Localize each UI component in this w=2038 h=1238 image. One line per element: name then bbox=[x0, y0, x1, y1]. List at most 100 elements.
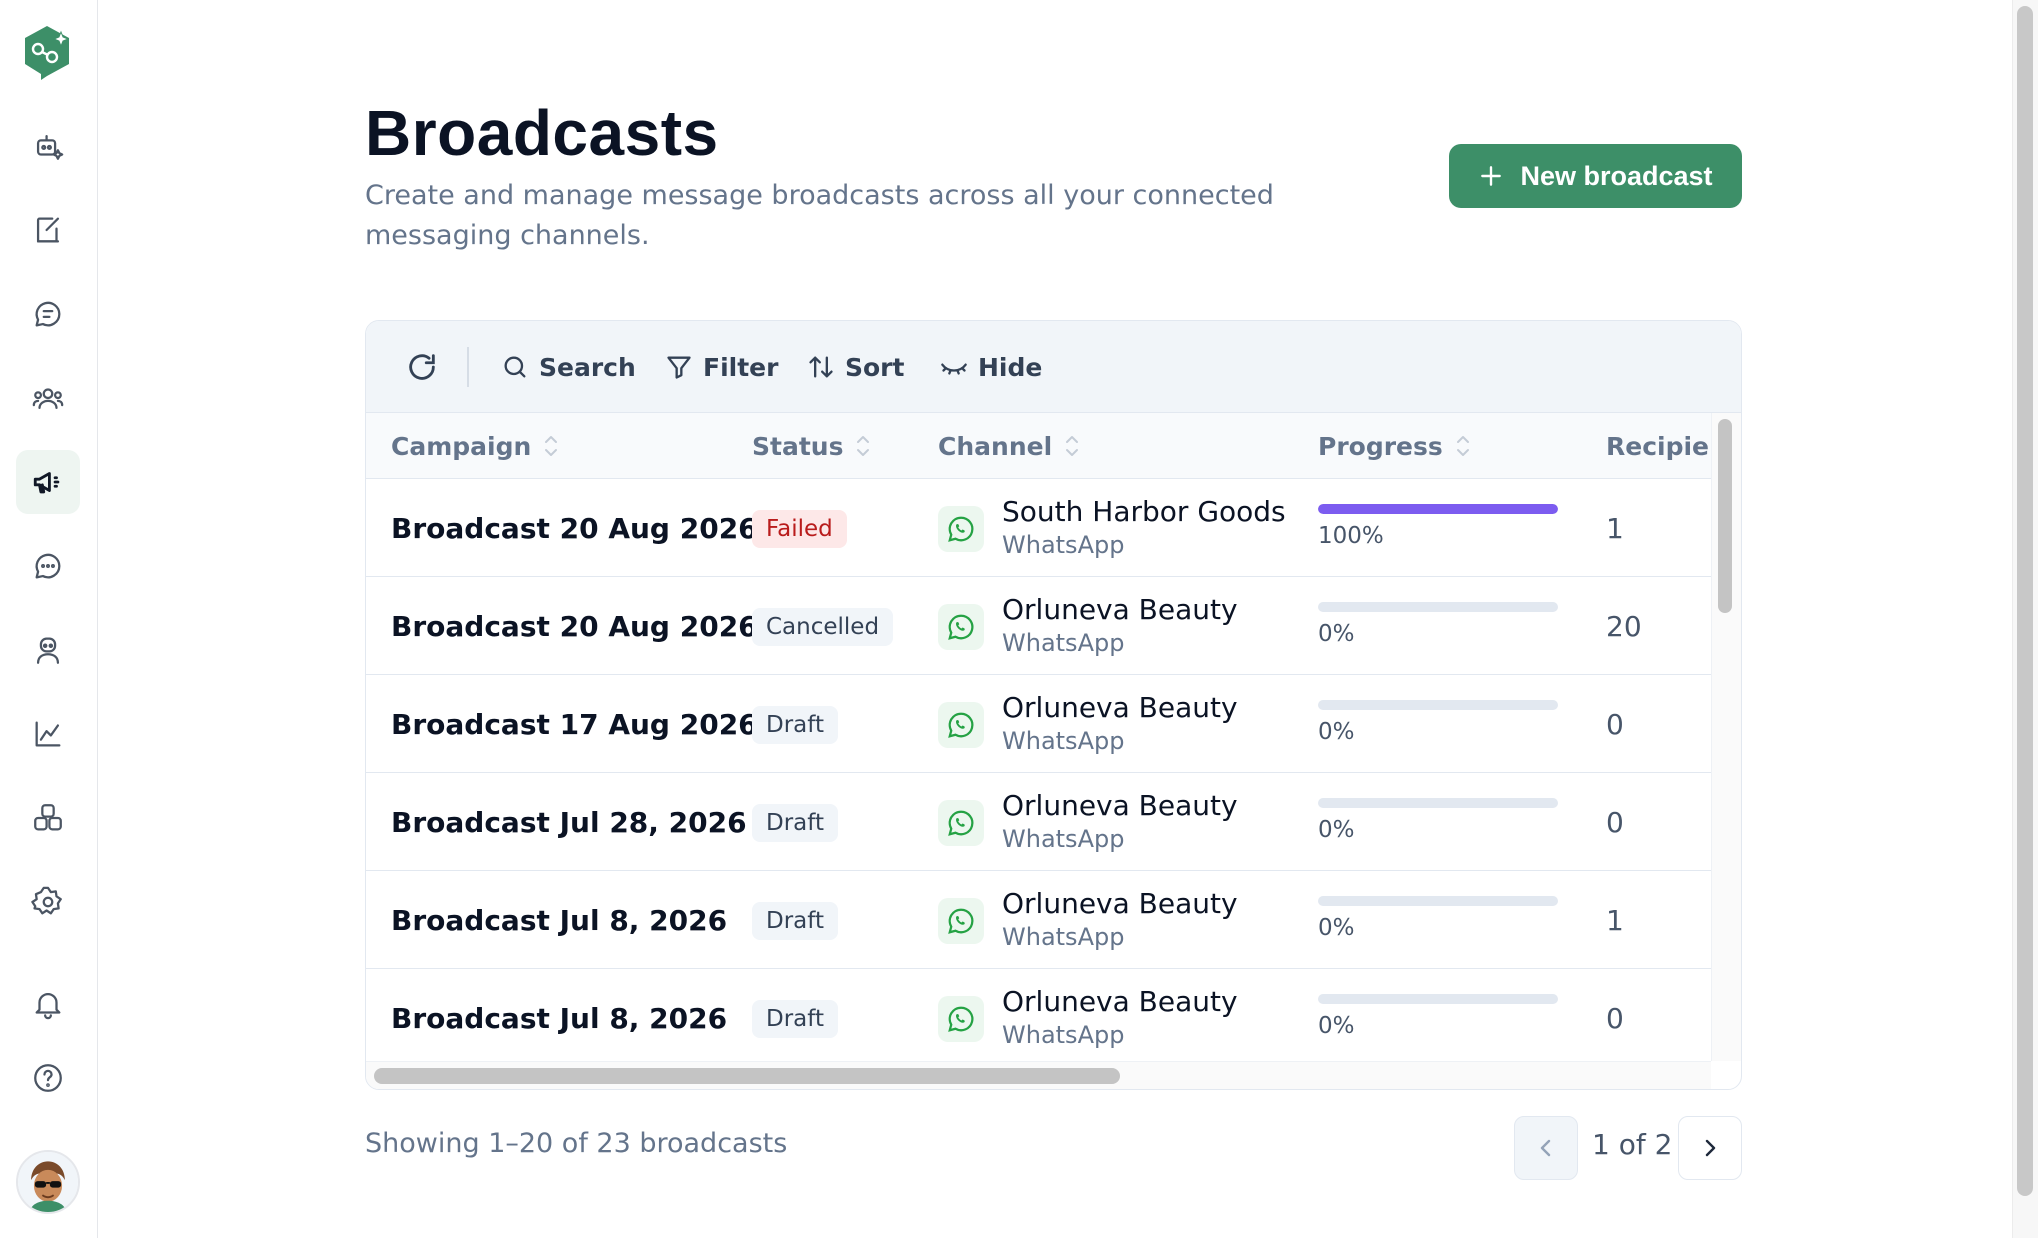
progress-label: 100% bbox=[1318, 523, 1384, 549]
sort-arrows-icon bbox=[545, 436, 558, 456]
column-progress[interactable]: Progress bbox=[1318, 413, 1471, 479]
filter-button[interactable]: Filter bbox=[665, 345, 778, 389]
table-vertical-scrollbar[interactable] bbox=[1711, 413, 1741, 1061]
chat-bubble-icon bbox=[35, 553, 61, 579]
sort-button[interactable]: Sort bbox=[807, 345, 904, 389]
status-badge: Draft bbox=[752, 706, 838, 744]
sort-label: Sort bbox=[845, 352, 905, 382]
refresh-button[interactable] bbox=[402, 347, 442, 387]
whatsapp-icon bbox=[938, 800, 984, 846]
campaign-name[interactable]: Broadcast 20 Aug 2026 bbox=[391, 511, 758, 545]
channel-name: Orluneva Beauty bbox=[1002, 887, 1238, 920]
recipient-count: 1 bbox=[1606, 903, 1624, 937]
search-label: Search bbox=[539, 352, 636, 382]
nav-conversations[interactable] bbox=[16, 282, 80, 346]
nav-integrations[interactable] bbox=[16, 786, 80, 850]
sort-arrows-icon bbox=[1066, 436, 1079, 456]
campaign-name[interactable]: Broadcast Jul 8, 2026 bbox=[391, 903, 728, 937]
nav-tasks[interactable] bbox=[16, 198, 80, 262]
progress-bar bbox=[1318, 700, 1558, 710]
column-campaign-label: Campaign bbox=[391, 431, 532, 461]
column-status-label: Status bbox=[752, 431, 844, 461]
progress-label: 0% bbox=[1318, 621, 1355, 647]
whatsapp-icon bbox=[938, 996, 984, 1042]
table-toolbar: Search Filter Sort Hide bbox=[366, 321, 1741, 413]
megaphone-icon bbox=[33, 472, 60, 494]
nav-help[interactable] bbox=[16, 1046, 80, 1110]
brand-logo-icon[interactable] bbox=[21, 24, 73, 82]
recipient-count: 20 bbox=[1606, 609, 1642, 643]
column-campaign[interactable]: Campaign bbox=[391, 413, 559, 479]
table-row[interactable]: Broadcast Jul 28, 2026 Draft Orluneva Be… bbox=[366, 773, 1711, 871]
channel-type: WhatsApp bbox=[1002, 629, 1125, 657]
nav-bot-sparkle[interactable] bbox=[16, 114, 80, 178]
recipient-count: 0 bbox=[1606, 805, 1624, 839]
column-progress-label: Progress bbox=[1318, 431, 1443, 461]
nav-broadcasts[interactable] bbox=[16, 450, 80, 514]
table-vertical-scroll-thumb[interactable] bbox=[1718, 419, 1732, 613]
new-broadcast-button[interactable]: New broadcast bbox=[1449, 144, 1742, 208]
campaign-name[interactable]: Broadcast Jul 28, 2026 bbox=[391, 805, 747, 839]
status-badge: Failed bbox=[752, 510, 847, 548]
filter-label: Filter bbox=[703, 352, 779, 382]
sort-icon bbox=[809, 356, 833, 378]
column-status[interactable]: Status bbox=[752, 413, 871, 479]
broadcasts-table-card: Search Filter Sort Hide Campaign Status … bbox=[365, 320, 1742, 1090]
chevron-left-icon bbox=[1540, 1139, 1551, 1157]
conversations-icon bbox=[35, 301, 61, 327]
status-badge: Draft bbox=[752, 1000, 838, 1038]
progress-label: 0% bbox=[1318, 1013, 1355, 1039]
nav-contacts[interactable] bbox=[16, 366, 80, 430]
channel-type: WhatsApp bbox=[1002, 531, 1125, 559]
page-scroll-thumb[interactable] bbox=[2017, 6, 2033, 1196]
campaign-name[interactable]: Broadcast Jul 8, 2026 bbox=[391, 1001, 728, 1035]
table-row[interactable]: Broadcast 17 Aug 2026 Draft Orluneva Bea… bbox=[366, 675, 1711, 773]
progress-fill bbox=[1318, 504, 1558, 514]
table-row[interactable]: Broadcast Jul 8, 2026 Draft Orluneva Bea… bbox=[366, 871, 1711, 969]
whatsapp-icon bbox=[938, 702, 984, 748]
column-channel-label: Channel bbox=[938, 431, 1053, 461]
analytics-icon bbox=[35, 721, 61, 747]
avatar[interactable] bbox=[16, 1150, 80, 1214]
channel-name: Orluneva Beauty bbox=[1002, 789, 1238, 822]
whatsapp-icon bbox=[938, 604, 984, 650]
page-subtitle: Create and manage message broadcasts acr… bbox=[365, 180, 1274, 251]
campaign-name[interactable]: Broadcast 20 Aug 2026 bbox=[391, 609, 758, 643]
filter-icon bbox=[667, 356, 691, 379]
table-horizontal-scroll-thumb[interactable] bbox=[374, 1068, 1120, 1084]
nav-settings[interactable] bbox=[16, 870, 80, 934]
progress-bar bbox=[1318, 798, 1558, 808]
chevron-right-icon bbox=[1705, 1139, 1716, 1157]
recipient-count: 0 bbox=[1606, 1001, 1624, 1035]
search-button[interactable]: Search bbox=[501, 345, 636, 389]
table-row[interactable]: Broadcast Jul 8, 2026 Draft Orluneva Bea… bbox=[366, 969, 1711, 1061]
nav-notifications[interactable] bbox=[16, 972, 80, 1036]
plus-icon bbox=[1481, 166, 1502, 186]
nav-chat[interactable] bbox=[16, 534, 80, 598]
recipient-count: 1 bbox=[1606, 511, 1624, 545]
agent-icon bbox=[36, 637, 60, 664]
refresh-icon bbox=[409, 354, 435, 380]
whatsapp-icon bbox=[938, 898, 984, 944]
progress-bar bbox=[1318, 896, 1558, 906]
nav-analytics[interactable] bbox=[16, 702, 80, 766]
progress-label: 0% bbox=[1318, 817, 1355, 843]
next-page-button[interactable] bbox=[1678, 1116, 1742, 1180]
toolbar-divider bbox=[467, 347, 469, 387]
nav-agents[interactable] bbox=[16, 618, 80, 682]
channel-type: WhatsApp bbox=[1002, 1021, 1125, 1049]
whatsapp-icon bbox=[938, 506, 984, 552]
page-title: Broadcasts bbox=[365, 97, 719, 169]
hide-button[interactable]: Hide bbox=[940, 345, 1042, 389]
campaign-name[interactable]: Broadcast 17 Aug 2026 bbox=[391, 707, 758, 741]
column-channel[interactable]: Channel bbox=[938, 413, 1080, 479]
progress-bar bbox=[1318, 504, 1558, 514]
sort-arrows-icon bbox=[1456, 436, 1469, 456]
previous-page-button[interactable] bbox=[1514, 1116, 1578, 1180]
table-row[interactable]: Broadcast 20 Aug 2026 Cancelled Orluneva… bbox=[366, 577, 1711, 675]
table-row[interactable]: Broadcast 20 Aug 2026 Failed South Harbo… bbox=[366, 479, 1711, 577]
page-indicator: 1 of 2 bbox=[1592, 1128, 1673, 1161]
pagination-summary: Showing 1–20 of 23 broadcasts bbox=[365, 1128, 788, 1159]
recipient-count: 0 bbox=[1606, 707, 1624, 741]
new-broadcast-label: New broadcast bbox=[1520, 160, 1713, 191]
